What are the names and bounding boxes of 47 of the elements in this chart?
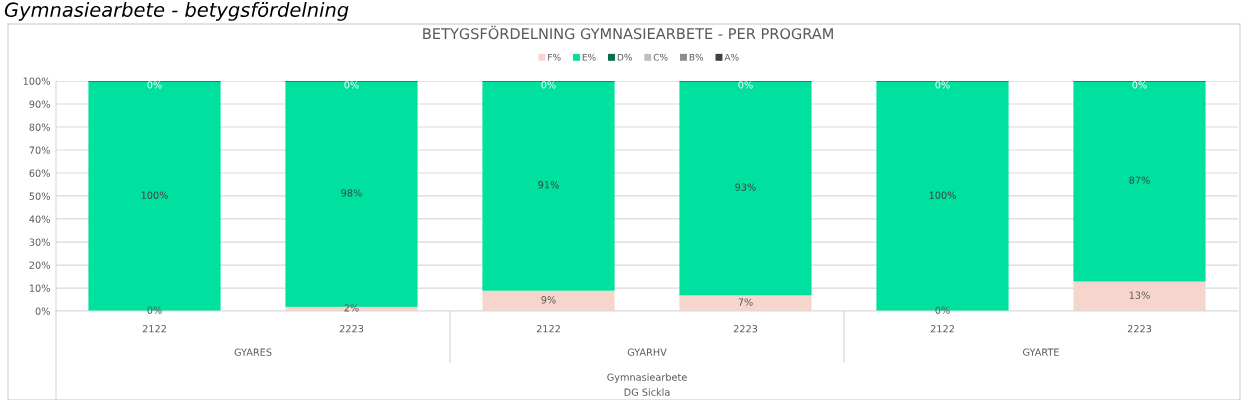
legend-label: C% [653, 53, 668, 61]
data-label: 9% [541, 296, 556, 304]
x-tick-label: 2223 [1127, 325, 1152, 333]
legend-label: B% [689, 53, 704, 61]
y-tick-label: 40% [29, 215, 50, 223]
legend-label: A% [724, 53, 739, 61]
y-tick-label: 70% [29, 146, 50, 154]
data-label: 7% [738, 298, 753, 306]
text: Gymnasiearbete [607, 373, 687, 383]
x-tick-label: 2122 [536, 325, 560, 333]
x-tick-label: 2223 [339, 325, 364, 333]
text: GYARHV [627, 348, 667, 356]
x-tick-label: 2122 [930, 325, 954, 333]
text: GYARES [234, 348, 272, 356]
data-label: 13% [1129, 291, 1150, 299]
data-label: 0% [344, 81, 359, 89]
legend-label: F% [548, 53, 561, 61]
y-tick-label: 20% [29, 261, 50, 269]
y-tick-label: 90% [29, 100, 50, 108]
text: DG Sickla [624, 388, 670, 396]
text: GYARTE [1023, 348, 1059, 356]
y-tick-label: 80% [29, 123, 50, 131]
y-tick-label: 100% [23, 77, 50, 85]
data-label: 0% [935, 306, 950, 314]
data-label: 0% [1132, 81, 1147, 89]
y-tick-label: 50% [29, 192, 50, 200]
y-tick-label: 30% [29, 238, 50, 246]
data-label: 87% [1129, 176, 1150, 184]
text: Gymnasiearbete - betygsfördelning [4, 2, 349, 21]
data-label: 91% [538, 181, 559, 189]
x-tick-label: 2122 [142, 325, 166, 333]
data-label: 0% [147, 81, 162, 89]
chart-title: BETYGSFÖRDELNING GYMNASIEARBETE - PER PROGRAM [423, 25, 833, 40]
data-label: 0% [738, 81, 753, 89]
legend-label: D% [617, 53, 632, 61]
data-label: 98% [341, 189, 362, 197]
data-label: 93% [735, 183, 756, 191]
data-label: 100% [141, 191, 168, 199]
data-label: 100% [929, 191, 956, 199]
y-tick-label: 10% [29, 284, 50, 292]
data-label: 0% [147, 306, 162, 314]
x-tick-label: 2223 [733, 325, 758, 333]
y-tick-label: 0% [35, 307, 50, 315]
data-label: 0% [541, 81, 556, 89]
data-label: 0% [935, 81, 950, 89]
y-tick-label: 60% [29, 169, 50, 177]
legend-label: E% [582, 53, 596, 61]
